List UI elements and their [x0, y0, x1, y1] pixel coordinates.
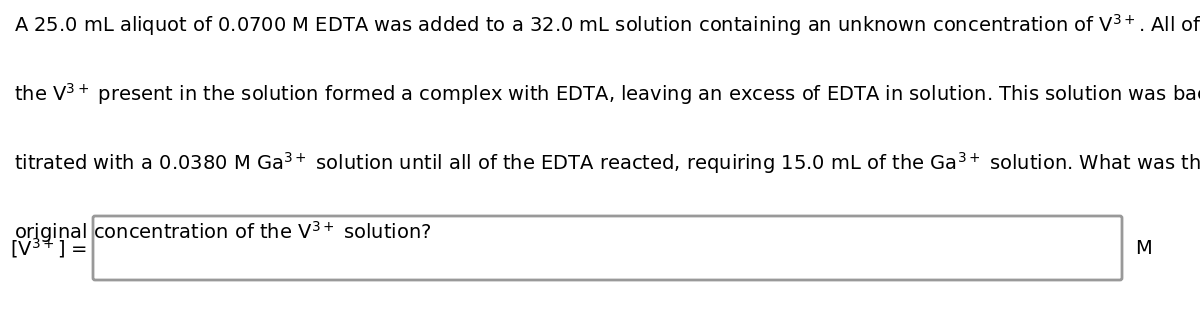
Text: A 25.0 mL aliquot of 0.0700 M EDTA was added to a 32.0 mL solution containing an: A 25.0 mL aliquot of 0.0700 M EDTA was a…: [14, 13, 1200, 38]
Text: titrated with a 0.0380 M Ga$^{3+}$ solution until all of the EDTA reacted, requi: titrated with a 0.0380 M Ga$^{3+}$ solut…: [14, 150, 1200, 176]
Text: original concentration of the V$^{3+}$ solution?: original concentration of the V$^{3+}$ s…: [14, 219, 432, 245]
Text: [V$^{3+}$] =: [V$^{3+}$] =: [10, 236, 88, 260]
FancyBboxPatch shape: [94, 216, 1122, 280]
Text: the V$^{3+}$ present in the solution formed a complex with EDTA, leaving an exce: the V$^{3+}$ present in the solution for…: [14, 81, 1200, 107]
Text: M: M: [1135, 239, 1152, 258]
